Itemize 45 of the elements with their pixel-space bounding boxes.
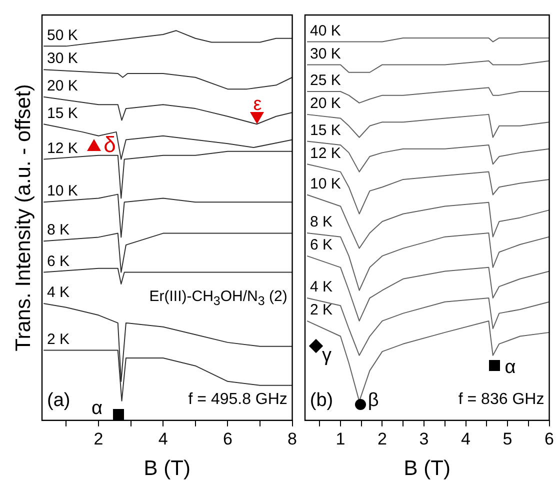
- annotation: α: [504, 357, 516, 378]
- series-label: 10 K: [310, 175, 341, 192]
- series-label: 12 K: [47, 140, 78, 157]
- annotation: γ: [322, 345, 332, 366]
- x-axis-title: B (T): [144, 457, 190, 480]
- y-axis-title: Trans. Intensity (a.u. - offset): [12, 84, 35, 352]
- annotation: (a): [47, 390, 70, 411]
- series-label: 30 K: [47, 50, 78, 68]
- series-label: 8 K: [47, 222, 70, 239]
- series-label: 10 K: [47, 182, 78, 200]
- series-label: 20 K: [47, 78, 78, 94]
- series-label: 30 K: [310, 45, 341, 62]
- series-label: 15 K: [310, 122, 341, 139]
- series-label: 20 K: [310, 95, 341, 112]
- x-tick-label: 4: [158, 429, 168, 448]
- annotation: (b): [310, 390, 334, 411]
- x-axis-title: B (T): [404, 457, 450, 480]
- series-label: 12 K: [310, 144, 341, 162]
- annotation: α: [92, 398, 103, 419]
- x-tick-label: 4: [461, 429, 470, 448]
- series-label: 2 K: [47, 330, 70, 348]
- x-tick-label: 3: [419, 429, 429, 448]
- series-label: 8 K: [310, 214, 333, 231]
- x-tick-label: 5: [502, 429, 512, 448]
- x-tick-label: 6: [222, 429, 232, 448]
- annotation: Er(III)-CH$_{3}$OH/N$_{3}$ (2): [149, 288, 288, 308]
- annotation: δ: [104, 132, 116, 157]
- series-label: 15 K: [47, 104, 78, 122]
- annotation: f = 495.8 GHz: [188, 391, 288, 408]
- series-label: 4 K: [310, 278, 333, 296]
- series-label: 4 K: [47, 284, 70, 302]
- x-tick-label: 2: [378, 429, 387, 448]
- annotation: ε: [253, 94, 262, 115]
- annotation: f = 836 GHz: [458, 391, 544, 408]
- annotation: β: [368, 390, 379, 411]
- series-label: 2 K: [310, 302, 333, 319]
- series-label: 6 K: [47, 252, 70, 270]
- series-label: 6 K: [310, 236, 333, 254]
- x-tick-label: 8: [288, 429, 298, 448]
- x-tick-label: 2: [94, 429, 104, 448]
- series-label: 25 K: [310, 72, 341, 90]
- x-tick-label: 6: [544, 429, 554, 448]
- series-label: 50 K: [47, 26, 78, 44]
- series-label: 40 K: [310, 22, 341, 40]
- x-tick-label: 1: [336, 429, 346, 448]
